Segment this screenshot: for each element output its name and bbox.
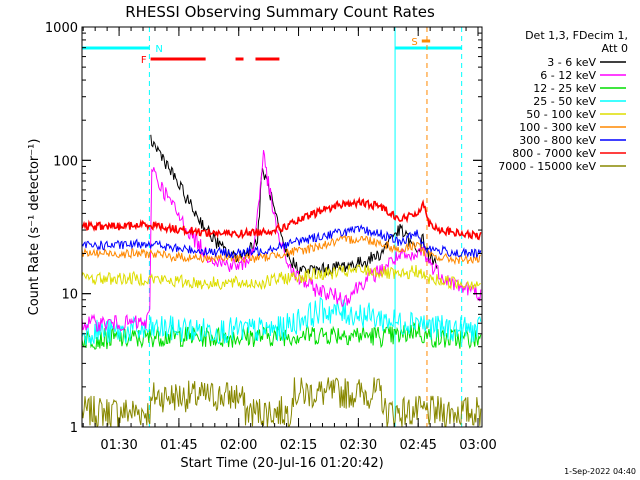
x-axis-label: Start Time (20-Jul-16 01:20:42) <box>180 456 383 471</box>
x-tick-label: 01:30 <box>100 438 137 453</box>
y-tick-label: 1000 <box>45 21 78 36</box>
flag-label: F <box>141 55 147 66</box>
flag-label: N <box>155 44 162 55</box>
legend-label: 50 - 100 keV <box>526 108 596 121</box>
footer-date: 1-Sep-2022 04:40 <box>564 467 636 476</box>
x-tick-label: 02:00 <box>220 438 257 453</box>
legend-label: 25 - 50 keV <box>533 95 596 108</box>
legend-label: 3 - 6 keV <box>547 56 596 69</box>
series-layer <box>82 134 482 427</box>
plot-frame <box>81 26 483 428</box>
series-line <box>82 224 482 259</box>
chart-title: RHESSI Observing Summary Count Rates <box>125 3 435 21</box>
series-line <box>82 264 481 291</box>
legend-header: Det 1,3, FDecim 1, <box>525 29 628 42</box>
x-tick-label: 02:15 <box>280 438 317 453</box>
flag-bars <box>82 39 462 61</box>
flag-labels: NF S <box>141 37 418 66</box>
y-tick-label: 10 <box>61 288 78 303</box>
legend-label: 100 - 300 keV <box>519 121 596 134</box>
flag-label: S <box>411 37 417 48</box>
series-line <box>82 296 482 345</box>
x-axis: 01:30 01:45 02:00 02:15 02:30 02:45 03:00 <box>82 27 497 453</box>
x-tick-label: 02:45 <box>399 438 436 453</box>
series-line <box>82 321 482 350</box>
vertical-markers <box>148 27 463 427</box>
x-tick-label: 02:30 <box>340 438 377 453</box>
y-axis-label: Count Rate (s⁻¹ detector⁻¹) <box>27 139 42 316</box>
series-line <box>82 196 482 241</box>
y-axis: 1 10 100 1000 <box>45 21 482 436</box>
x-tick-label: 03:00 <box>459 438 496 453</box>
legend-label: 12 - 25 keV <box>533 82 596 95</box>
legend-label: 7000 - 15000 keV <box>498 160 596 173</box>
series-line <box>82 150 482 332</box>
legend-label: 300 - 800 keV <box>519 134 596 147</box>
legend-label: 800 - 7000 keV <box>512 147 596 160</box>
y-tick-label: 100 <box>53 154 78 169</box>
legend-label: 6 - 12 keV <box>540 69 596 82</box>
y-tick-label: 1 <box>70 421 78 436</box>
series-line <box>82 234 481 266</box>
legend-header: Att 0 <box>602 42 628 55</box>
x-tick-label: 01:45 <box>160 438 197 453</box>
series-line <box>82 377 482 427</box>
